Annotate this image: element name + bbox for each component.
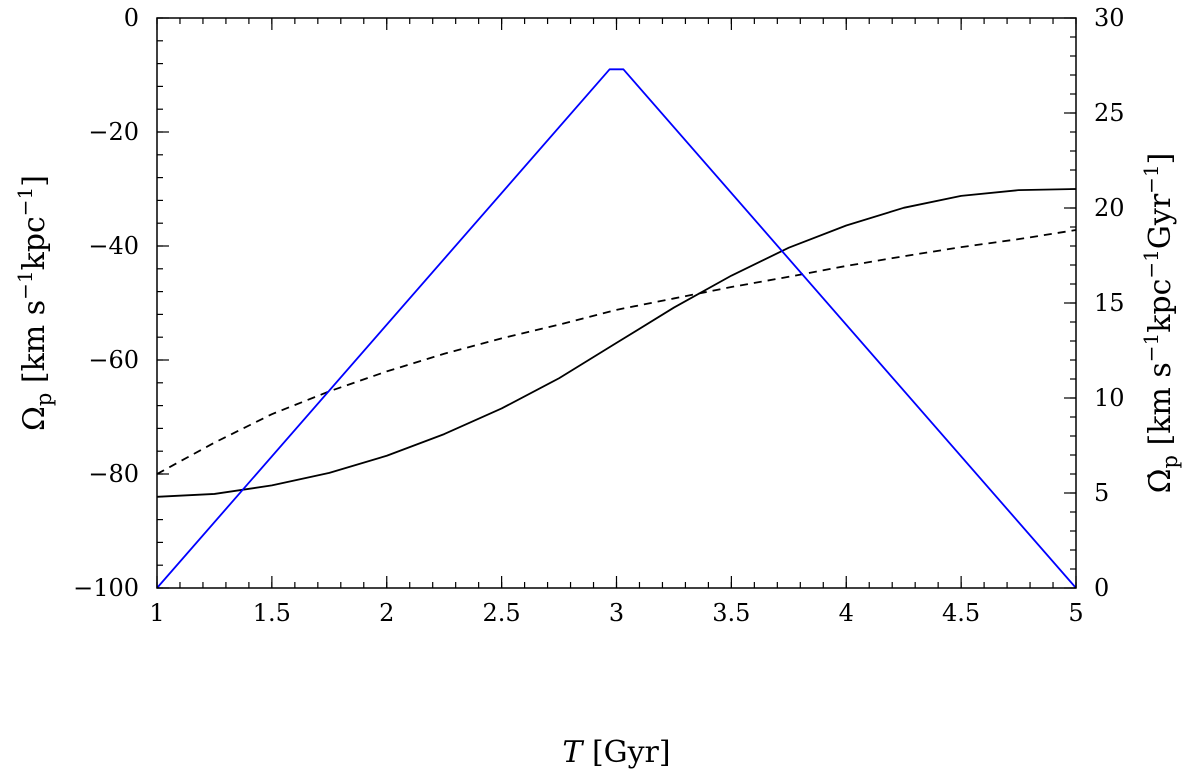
series-line-2-omega-dot	[156, 68, 1077, 589]
y-left-axis-title-unit-part: kpc	[17, 216, 52, 270]
series-line-1-omega-dashed	[156, 229, 1077, 475]
x-tick-label: 4.5	[942, 599, 980, 627]
y-left-tick-label: −100	[73, 574, 139, 602]
y-right-tick-label: 5	[1094, 479, 1109, 507]
y-left-axis-title-unit-part: [km s	[17, 300, 52, 383]
x-tick-label: 3.5	[712, 599, 750, 627]
y-left-axis-title-space	[17, 383, 52, 393]
y-right-tick-label: 25	[1094, 99, 1125, 127]
x-tick-label: 2.5	[483, 599, 521, 627]
y-right-tick-label: 20	[1094, 194, 1125, 222]
y-right-axis-title-unit-sup: −1	[1139, 164, 1163, 193]
y-left-tick-label: −60	[88, 346, 139, 374]
y-left-tick-label: −80	[88, 460, 139, 488]
y-left-axis-title-subscript: p	[32, 393, 56, 406]
x-tick-label: 1.5	[253, 599, 291, 627]
y-right-axis-title-symbol: Ω̇	[1143, 469, 1178, 494]
x-tick-label: 1	[149, 599, 164, 627]
y-right-tick-label: 10	[1094, 384, 1125, 412]
y-left-axis-title-unit-sup: −1	[13, 270, 37, 299]
y-left-tick-label: −20	[88, 118, 139, 146]
x-tick-label: 3	[609, 599, 624, 627]
x-axis-symbol: T	[562, 735, 592, 770]
y-right-tick-label: 15	[1094, 289, 1125, 317]
x-tick-label: 5	[1068, 599, 1083, 627]
y-left-tick-label: −40	[88, 232, 139, 260]
y-right-axis-title-subscript: p	[1158, 455, 1182, 468]
x-tick-label: 4	[839, 599, 854, 627]
x-axis-title: T [Gyr]	[562, 735, 670, 770]
y-right-axis-title: Ω̇p [km s−1kpc−1Gyr−1]	[1139, 153, 1182, 494]
y-right-tick-label: 30	[1094, 4, 1125, 32]
y-left-axis-title-unit-part: ]	[17, 175, 52, 187]
x-tick-label: 2	[379, 599, 394, 627]
y-right-axis-title-unit-sup: −1	[1139, 333, 1163, 362]
y-right-axis-title-space	[1143, 446, 1178, 456]
y-left-axis-title: Ωp [km s−1kpc−1]	[13, 175, 56, 431]
y-left-axis-title-unit-sup: −1	[13, 187, 37, 216]
y-right-axis-title-unit-part: kpc	[1143, 279, 1178, 333]
series-line-0-omega-solid	[156, 188, 1077, 498]
x-axis-unit: [Gyr]	[592, 735, 671, 770]
y-right-axis-title-unit-part: ]	[1143, 153, 1178, 165]
y-right-axis-title-unit-sup: −1	[1139, 249, 1163, 278]
plot-frame	[156, 17, 1077, 589]
y-left-axis-title-symbol: Ω	[17, 406, 52, 431]
y-right-axis-title-unit-part: Gyr	[1143, 193, 1178, 249]
y-left-tick-label: 0	[124, 4, 139, 32]
y-right-tick-label: 0	[1094, 574, 1109, 602]
y-right-axis-title-unit-part: [km s	[1143, 362, 1178, 445]
